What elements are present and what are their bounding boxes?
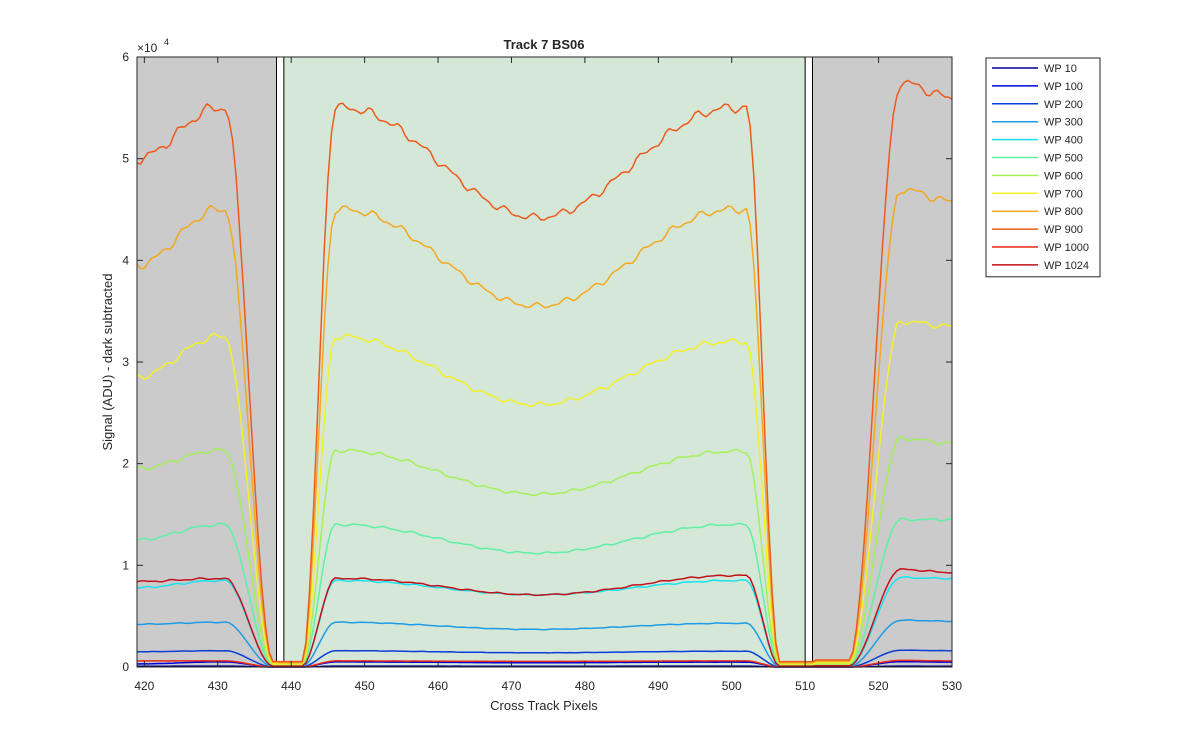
x-tick-label: 520 [869,679,889,693]
y-tick-label: 4 [122,253,129,267]
x-tick-label: 500 [722,679,742,693]
x-tick-label: 530 [942,679,962,693]
y-exponent-power: 4 [164,37,169,47]
x-tick-label: 470 [501,679,521,693]
x-tick-label: 460 [428,679,448,693]
y-tick-label: 6 [122,50,129,64]
series-line-wp-600 [136,435,953,666]
y-exponent-label: ×10 [137,41,158,55]
x-tick-label: 450 [355,679,375,693]
x-tick-label: 420 [134,679,154,693]
y-tick-label: 3 [122,355,129,369]
x-tick-label: 510 [795,679,815,693]
series-line-wp-700 [136,320,953,665]
legend-entry-wp-300: WP 300 [1044,117,1083,129]
shaded-region [812,57,952,667]
legend-entry-wp-1000: WP 1000 [1044,242,1089,254]
legend-entry-wp-600: WP 600 [1044,170,1083,182]
legend-box [985,57,1101,278]
series-line-wp-800 [136,188,953,664]
legend-entry-wp-1024: WP 1024 [1044,260,1089,272]
legend-entry-wp-800: WP 800 [1044,206,1083,218]
legend-entry-wp-10: WP 10 [1044,63,1077,75]
series-line-wp-1024 [136,568,952,667]
chart-title: Track 7 BS06 [504,37,585,52]
x-axis-label: Cross Track Pixels [490,698,598,713]
legend-entry-wp-700: WP 700 [1044,188,1083,200]
legend-entry-wp-900: WP 900 [1044,224,1083,236]
legend-entry-wp-500: WP 500 [1044,153,1083,165]
x-tick-label: 430 [208,679,228,693]
boundary-box [804,56,813,668]
legend-entry-wp-100: WP 100 [1044,81,1083,93]
x-tick-label: 440 [281,679,301,693]
shaded-region [137,57,277,667]
y-tick-label: 2 [122,457,129,471]
legend-entry-wp-200: WP 200 [1044,99,1083,111]
series-line-wp-900 [136,79,953,663]
y-exponent: ×10 4 [137,37,169,55]
legend: WP 10 WP 100 WP 200 WP 300 WP 400 WP 500 WP 60… [985,57,1101,278]
y-tick-label: 1 [122,558,129,572]
y-tick-label: 5 [122,152,129,166]
y-tick-label: 0 [122,660,129,674]
y-axis-label: Signal (ADU) - dark subtracted [100,273,115,450]
x-tick-label: 480 [575,679,595,693]
legend-entry-wp-400: WP 400 [1044,135,1083,147]
axes: 420 430 440 450 460 470 480 490 500 510 520 530 0 1 2 3… [122,50,962,693]
shaded-region [283,57,806,667]
boundary-box [276,56,285,668]
shaded-regions [137,57,952,667]
x-tick-label: 490 [648,679,668,693]
